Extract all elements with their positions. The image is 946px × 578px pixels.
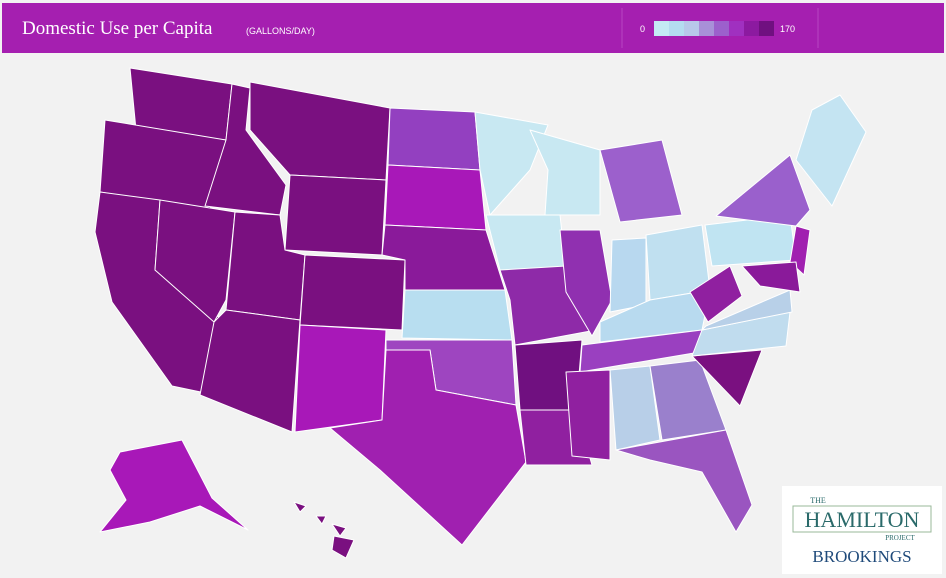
state [741,261,801,293]
logo-project: PROJECT [885,534,915,542]
legend-swatch [744,21,759,36]
state [559,229,613,337]
legend-swatch [684,21,699,36]
title: Domestic Use per Capita [22,18,213,39]
state [387,107,481,171]
state [689,265,743,323]
legend-swatch [714,21,729,36]
state [609,365,661,451]
state [331,535,355,559]
legend-swatch [699,21,714,36]
state [565,369,611,461]
state [615,429,753,533]
state [293,501,307,513]
legend-max: 170 [780,24,795,34]
legend-swatch [729,21,744,36]
us-map [94,67,867,559]
legend-swatch [759,21,774,36]
logo-hamilton: HAMILTON [805,507,920,532]
state [485,214,567,271]
state [599,139,683,223]
state [315,515,327,525]
subtitle: (GALLONS/DAY) [246,26,315,36]
state [384,164,487,231]
legend-swatch [669,21,684,36]
state [154,199,236,323]
state [299,254,406,331]
state [715,154,811,227]
state [401,289,513,341]
state [701,289,793,331]
state [99,439,249,533]
state [691,349,763,407]
legend-swatch [654,21,669,36]
state [284,174,387,256]
state [329,349,527,546]
logo-box [782,486,942,574]
state [529,129,601,216]
legend-min: 0 [640,24,645,34]
state [609,237,647,313]
state [204,83,287,216]
state [199,309,301,433]
state [331,523,347,537]
logo-frame [792,505,932,533]
state [795,94,867,207]
header-bar [2,3,944,53]
state [474,111,549,216]
logo-the: THE [810,496,826,505]
state [294,324,387,433]
logo-brookings: BROOKINGS [812,547,911,566]
legend-scale [654,21,774,36]
